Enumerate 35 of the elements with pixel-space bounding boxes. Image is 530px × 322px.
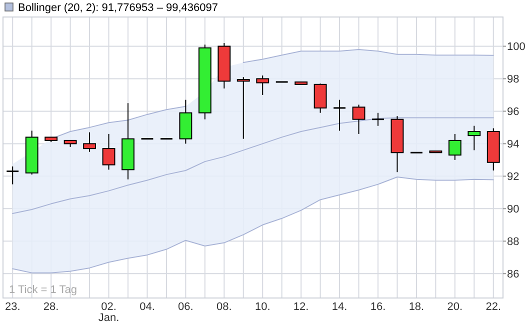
annotation: 1 Tick = 1 Tag (9, 284, 77, 296)
candlestick (102, 133, 116, 170)
x-tick-label: 08. (216, 301, 232, 313)
candlestick (314, 83, 327, 114)
candlestick (332, 99, 346, 132)
y-tick-label: 98 (507, 74, 520, 86)
x-tick-label: 18. (408, 301, 424, 313)
x-tick-label: 16. (370, 301, 386, 313)
y-tick-label: 86 (507, 268, 520, 280)
candlestick (468, 125, 481, 151)
x-tick-label: 10. (254, 301, 270, 313)
x-tick-label: 12. (293, 301, 309, 313)
x-tick-label: 06. (178, 301, 194, 313)
x-tick-label: 02. Jan. (98, 301, 120, 322)
candlestick (236, 76, 250, 140)
x-tick-label: 28. (43, 301, 59, 313)
candlestick (256, 74, 270, 96)
candlestick (371, 112, 385, 126)
y-tick-label: 96 (507, 106, 520, 118)
x-tick-label: 14. (332, 301, 348, 313)
line-series (12, 176, 494, 274)
legend-label: Bollinger (20, 2): 91,776953 – 99,436097 (18, 2, 218, 14)
x-tick-label: 23. (4, 301, 20, 313)
x-tick-label: 04. (140, 301, 155, 313)
candlestick (83, 132, 96, 152)
y-tick-label: 92 (507, 171, 520, 184)
y-tick-label: 90 (507, 204, 520, 216)
candlestick (352, 104, 366, 134)
y-tick-label: 88 (507, 236, 520, 248)
candlestick (6, 166, 20, 185)
y-tick-label: 94 (507, 138, 520, 151)
x-tick-label: 20. (447, 301, 463, 313)
y-tick-label: 100 (507, 41, 526, 54)
x-tick-label: 22. (486, 301, 502, 313)
candlestick (448, 133, 462, 160)
